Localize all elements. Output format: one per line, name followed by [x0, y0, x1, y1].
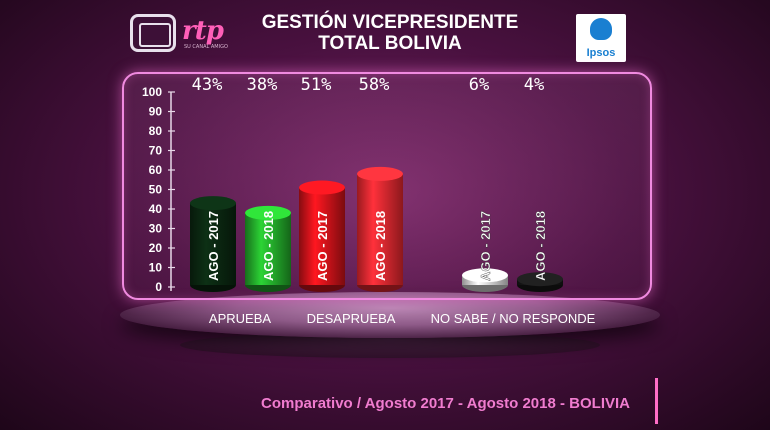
logo-subtext: SU CANAL AMIGO	[184, 44, 228, 50]
y-tick-label: 50	[149, 183, 163, 197]
title-line-1: GESTIÓN VICEPRESIDENTE	[261, 12, 519, 33]
y-tick-label: 30	[149, 222, 163, 236]
bar	[245, 212, 291, 285]
bar-series-label: AGO - 2017	[206, 211, 221, 281]
y-tick-label: 0	[155, 280, 162, 294]
group-label: DESAPRUEBA	[307, 311, 396, 326]
bar-series-label: AGO - 2017	[478, 211, 493, 281]
bar-value-label: 38%	[247, 75, 278, 95]
bar-top-cap	[517, 272, 563, 287]
y-tick-label: 40	[149, 202, 163, 216]
ipsos-logo: Ipsos	[576, 14, 626, 62]
y-tick-label: 10	[149, 261, 163, 275]
logo-text: rtp	[182, 16, 224, 46]
bar-value-label: 43%	[192, 75, 223, 95]
bar-top-cap	[190, 196, 236, 211]
y-tick-label: 20	[149, 241, 163, 255]
y-tick-label: 60	[149, 163, 163, 177]
bar	[190, 203, 236, 285]
y-tick-label: 90	[149, 105, 163, 119]
bar-series-label: AGO - 2018	[373, 211, 388, 281]
rtp-logo-icon	[130, 14, 176, 52]
bar-top-cap	[299, 180, 345, 195]
footer-caption: Comparativo / Agosto 2017 - Agosto 2018 …	[261, 395, 630, 412]
bar	[299, 187, 345, 285]
rtp-logo: rtp SU CANAL AMIGO	[130, 14, 240, 52]
y-tick-label: 100	[142, 85, 162, 99]
bar-value-label: 6%	[469, 75, 489, 95]
bar-series-label: AGO - 2018	[261, 211, 276, 281]
ipsos-logo-text: Ipsos	[586, 47, 616, 59]
ipsos-logo-icon	[590, 18, 612, 40]
bar-top-cap	[357, 166, 403, 181]
y-tick-label: 80	[149, 124, 163, 138]
y-tick-label: 70	[149, 144, 163, 158]
bar-top-cap	[462, 268, 508, 283]
group-label: APRUEBA	[209, 311, 271, 326]
chart-title: GESTIÓN VICEPRESIDENTE TOTAL BOLIVIA	[230, 12, 550, 54]
group-label: NO SABE / NO RESPONDE	[431, 311, 596, 326]
caption-divider	[200, 378, 658, 424]
bar-value-label: 4%	[524, 75, 544, 95]
bar-value-label: 58%	[359, 75, 390, 95]
bar-series-label: AGO - 2018	[533, 211, 548, 281]
bar	[357, 173, 403, 285]
bar-value-label: 51%	[301, 75, 332, 95]
bar-top-cap	[245, 205, 291, 220]
bar-series-label: AGO - 2017	[315, 211, 330, 281]
title-line-2: TOTAL BOLIVIA	[318, 33, 462, 54]
